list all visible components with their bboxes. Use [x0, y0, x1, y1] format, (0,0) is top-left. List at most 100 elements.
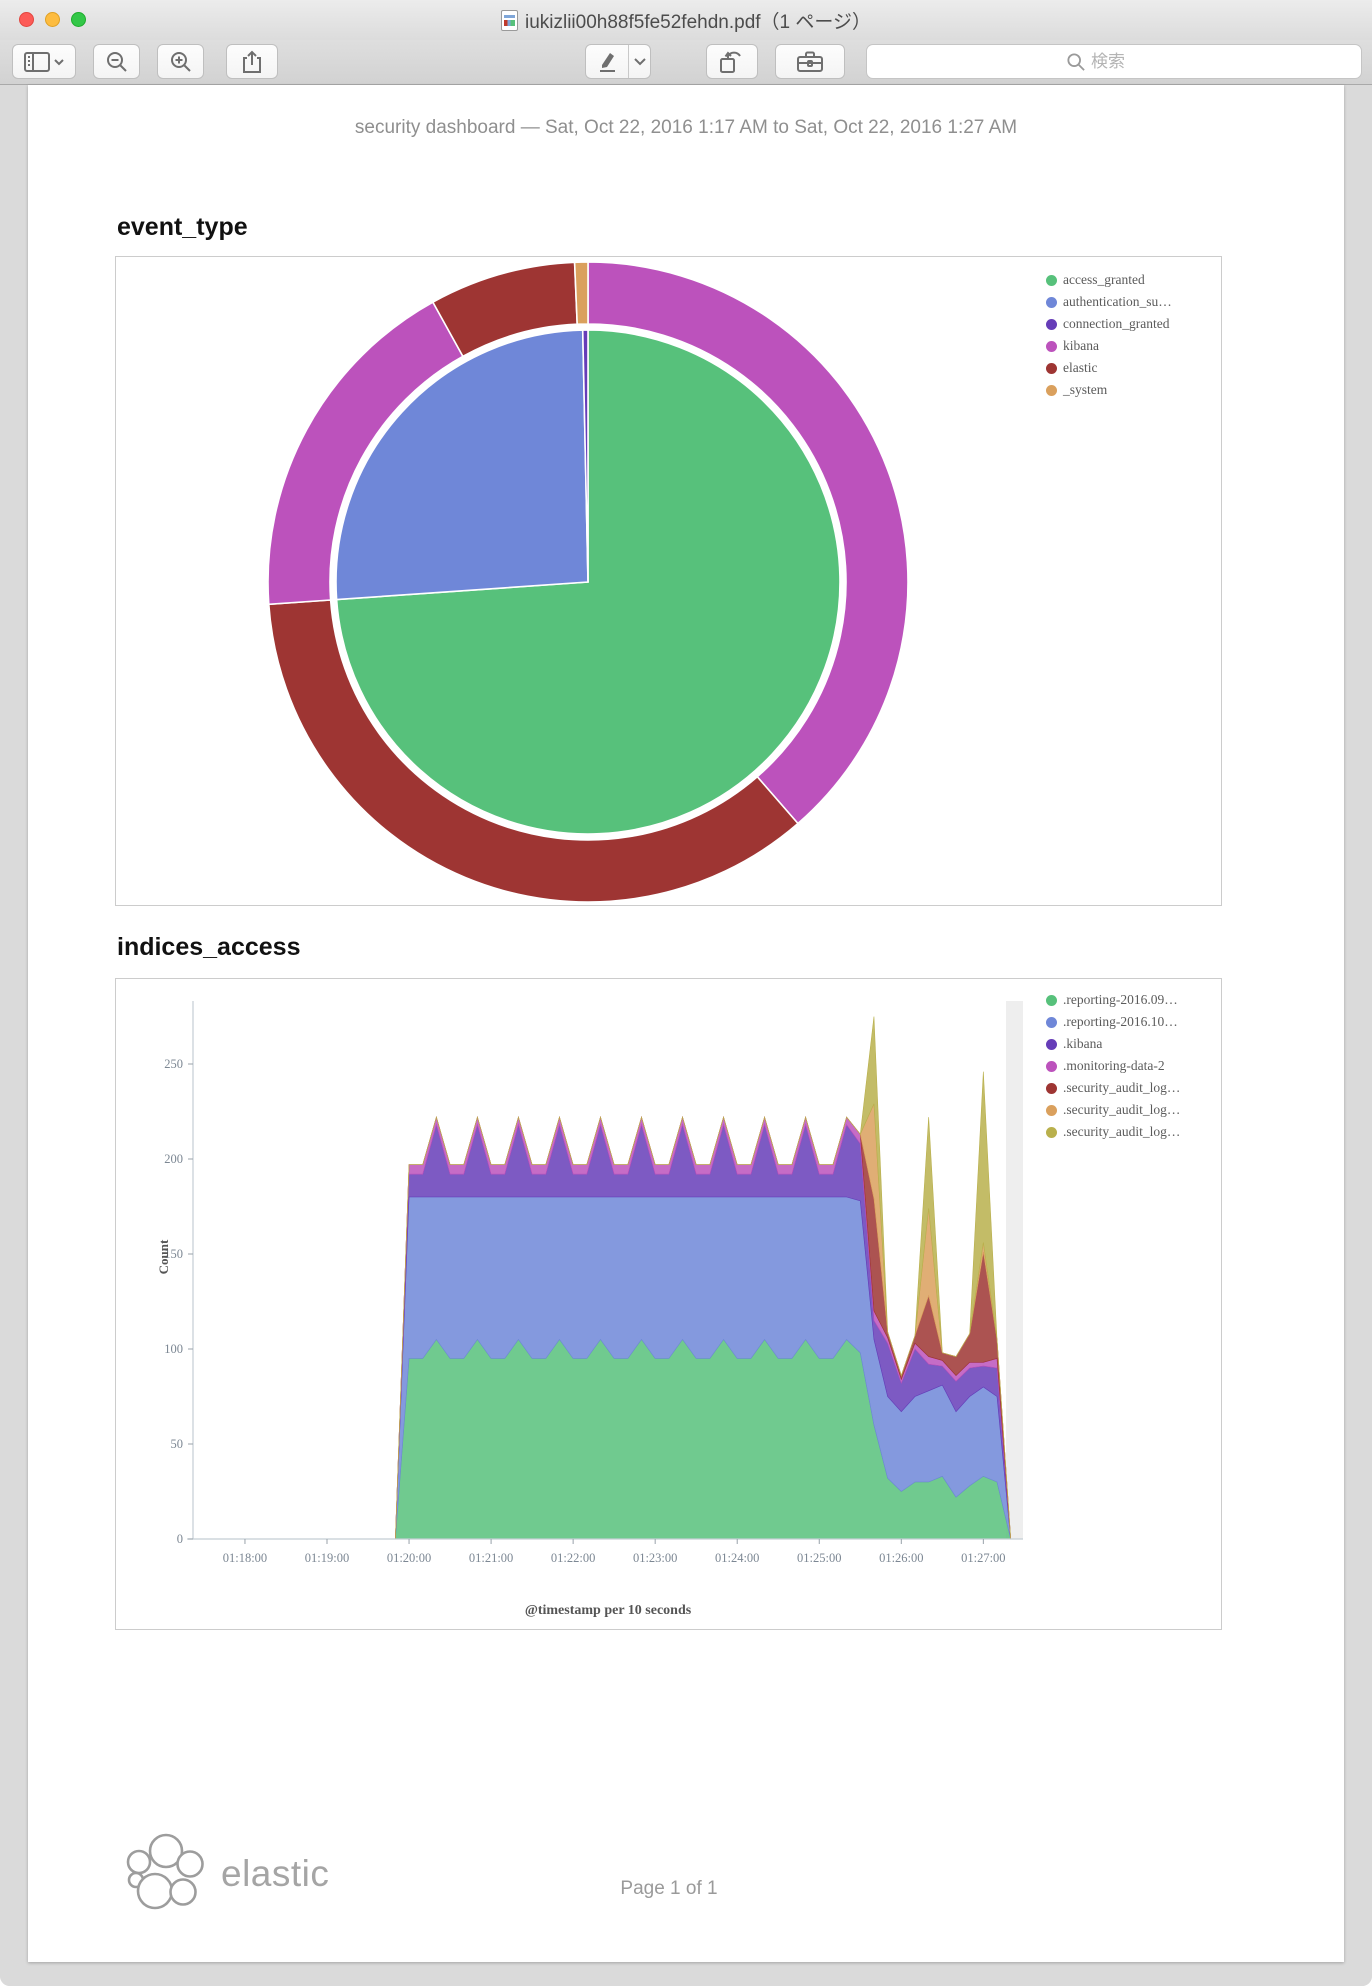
area-legend-item: .security_audit_log…: [1046, 1101, 1180, 1119]
x-tick-label: 01:19:00: [305, 1551, 349, 1565]
pdf-page: security dashboard — Sat, Oct 22, 2016 1…: [28, 85, 1344, 1962]
pie-slice: [267, 599, 800, 903]
area-legend-item: .reporting-2016.10…: [1046, 1013, 1180, 1031]
y-tick-label: 100: [164, 1342, 183, 1356]
legend-swatch: [1046, 362, 1057, 374]
x-tick-label: 01:22:00: [551, 1551, 595, 1565]
legend-swatch: [1046, 1060, 1057, 1072]
legend-label: .security_audit_log…: [1063, 1124, 1181, 1139]
x-tick-label: 01:24:00: [715, 1551, 759, 1565]
zoom-out-button[interactable]: [93, 44, 140, 79]
area-legend-item: .security_audit_log…: [1046, 1079, 1180, 1097]
share-icon: [243, 50, 261, 73]
legend-label: authentication_su…: [1063, 294, 1172, 309]
legend-label: .reporting-2016.09…: [1063, 992, 1178, 1007]
pie-slice: [335, 329, 589, 601]
area-legend-item: .monitoring-data-2: [1046, 1057, 1180, 1075]
legend-label: elastic: [1063, 360, 1098, 375]
y-tick-label: 50: [171, 1437, 184, 1451]
x-tick-label: 01:27:00: [961, 1551, 1005, 1565]
x-tick-label: 01:18:00: [223, 1551, 267, 1565]
legend-label: .security_audit_log…: [1063, 1102, 1181, 1117]
legend-swatch: [1046, 1016, 1057, 1028]
area-chart-panel: 0 50 100 150 200 250 01:18:00 01:19:00 01:20:00 0…: [115, 978, 1222, 1630]
legend-label: .reporting-2016.10…: [1063, 1014, 1178, 1029]
legend-label: access_granted: [1063, 272, 1145, 287]
x-tick-label: 01:26:00: [879, 1551, 923, 1565]
area-legend-item: .reporting-2016.09…: [1046, 991, 1180, 1009]
zoom-in-button[interactable]: [157, 44, 204, 79]
pie-legend-item: kibana: [1046, 337, 1172, 355]
search-field[interactable]: [866, 44, 1362, 79]
marker-icon: [599, 52, 615, 72]
elastic-brand: elastic: [123, 1832, 329, 1916]
pie-slice: [573, 261, 589, 326]
rotate-left-icon: [720, 50, 741, 73]
x-tick-label: 01:25:00: [797, 1551, 841, 1565]
legend-swatch: [1046, 340, 1057, 352]
search-input[interactable]: [1091, 51, 1161, 72]
window-title: iukizlii00h88f5fe52fehdn.pdf（1 ページ）: [524, 11, 872, 33]
y-tick-label: 200: [164, 1152, 183, 1166]
close-button[interactable]: [19, 12, 34, 27]
area-chart-title: indices_access: [117, 933, 301, 961]
chevron-down-icon: [634, 57, 646, 65]
legend-swatch: [1046, 1104, 1057, 1116]
zoom-window-button[interactable]: [71, 12, 86, 27]
minimize-button[interactable]: [45, 12, 60, 27]
legend-swatch: [1046, 1082, 1057, 1094]
legend-swatch: [1046, 318, 1057, 330]
report-header: security dashboard — Sat, Oct 22, 2016 1…: [354, 117, 1018, 138]
pie-legend-item: elastic: [1046, 359, 1172, 377]
toolbar: [0, 40, 1372, 85]
pie-slice: [587, 261, 909, 825]
zoom-in-icon: [170, 51, 191, 72]
pie-slice: [581, 329, 589, 583]
sidebar-icon: [24, 51, 64, 72]
pdf-file-icon: [500, 9, 518, 31]
share-button[interactable]: [226, 44, 278, 79]
pie-slice: [267, 301, 465, 606]
markup-dropdown-button[interactable]: [629, 57, 651, 66]
area-legend-item: .security_audit_log…: [1046, 1123, 1180, 1141]
markup-button-group: [585, 44, 651, 79]
area-legend: .reporting-2016.09… .reporting-2016.10… .k…: [1046, 991, 1180, 1141]
document-canvas: security dashboard — Sat, Oct 22, 2016 1…: [0, 85, 1372, 1986]
legend-swatch: [1046, 1038, 1057, 1050]
x-axis-title: @timestamp per 10 seconds: [524, 1603, 692, 1618]
legend-label: .security_audit_log…: [1063, 1080, 1181, 1095]
search-icon: [1067, 52, 1085, 71]
legend-swatch: [1046, 1126, 1057, 1138]
markup-toolbar-button[interactable]: [775, 44, 845, 79]
legend-swatch: [1046, 994, 1057, 1006]
x-tick-label: 01:20:00: [387, 1551, 431, 1565]
pie-legend-item: _system: [1046, 381, 1172, 399]
zoom-out-icon: [106, 51, 127, 72]
pie-chart: [267, 261, 909, 903]
x-tick-label: 01:21:00: [469, 1551, 513, 1565]
pie-legend: access_granted authentication_su… connecti…: [1046, 271, 1172, 399]
elastic-logo: [126, 1833, 204, 1910]
y-axis-title: Count: [156, 1239, 171, 1275]
legend-label: _system: [1063, 382, 1108, 397]
legend-label: connection_granted: [1063, 316, 1170, 331]
y-tick-label: 150: [164, 1247, 183, 1261]
page-indicator: Page 1 of 1: [620, 1878, 718, 1899]
y-tick-label: 250: [164, 1057, 183, 1071]
legend-swatch: [1046, 274, 1057, 286]
y-tick-label: 0: [177, 1532, 183, 1546]
rotate-left-button[interactable]: [706, 44, 758, 79]
sidebar-toggle-button[interactable]: [12, 44, 76, 79]
pie-chart-panel: access_granted authentication_su… connecti…: [115, 256, 1222, 906]
area-legend-item: .kibana: [1046, 1035, 1180, 1053]
endzone-band: [1006, 1001, 1023, 1539]
area-chart: 0 50 100 150 200 250 01:18:00 01:19:00 01:20:00 0…: [164, 1001, 1023, 1565]
pie-chart-title: event_type: [117, 213, 248, 241]
markup-button[interactable]: [585, 51, 628, 73]
pie-legend-item: connection_granted: [1046, 315, 1172, 333]
titlebar: iukizlii00h88f5fe52fehdn.pdf（1 ページ）: [0, 0, 1372, 40]
legend-swatch: [1046, 296, 1057, 308]
pie-legend-item: authentication_su…: [1046, 293, 1172, 311]
pie-legend-item: access_granted: [1046, 271, 1172, 289]
